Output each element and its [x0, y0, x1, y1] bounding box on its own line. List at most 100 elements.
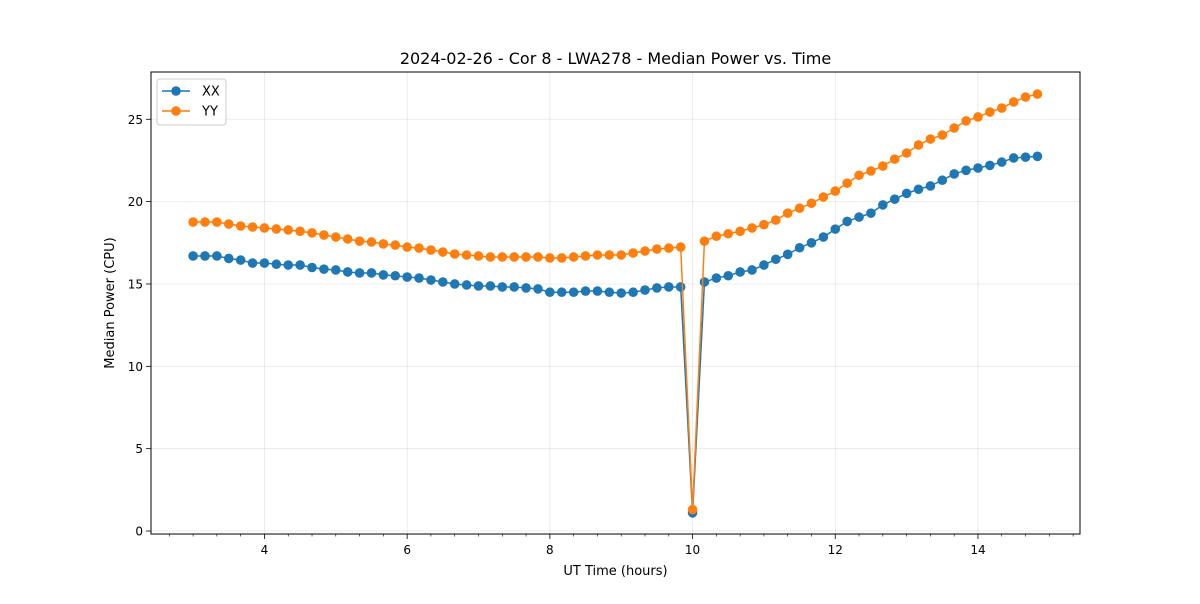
data-point-xx — [307, 262, 317, 273]
data-point-yy — [937, 130, 948, 140]
y-tick-label: 25 — [128, 113, 143, 127]
data-point-xx — [247, 258, 258, 268]
x-tick-label: 6 — [403, 543, 411, 557]
data-point-yy — [723, 228, 734, 239]
data-point-xx — [901, 188, 912, 199]
data-point-xx — [200, 251, 210, 261]
x-tick-label: 12 — [828, 543, 843, 557]
data-point-xx — [354, 268, 365, 278]
data-point-yy — [663, 243, 674, 253]
x-axis: 4 6 8 10 12 14 — [169, 534, 1074, 557]
data-point-yy — [545, 253, 555, 263]
data-point-xx — [889, 194, 900, 204]
data-point-yy — [842, 178, 852, 188]
x-tick-label: 4 — [261, 543, 269, 557]
data-point-yy — [1020, 92, 1031, 102]
data-point-xx — [426, 275, 436, 285]
data-point-xx — [390, 270, 401, 281]
data-point-yy — [913, 140, 924, 150]
data-point-yy — [580, 251, 591, 261]
data-point-xx — [402, 272, 412, 282]
data-point-xx — [449, 279, 460, 289]
data-point-xx — [331, 265, 341, 275]
data-point-yy — [366, 237, 377, 247]
data-point-xx — [212, 251, 222, 261]
data-point-yy — [687, 504, 698, 515]
x-tick-label: 14 — [970, 543, 985, 557]
y-tick-label: 0 — [135, 525, 143, 539]
data-point-yy — [806, 198, 817, 209]
data-point-yy — [556, 253, 567, 263]
data-point-xx — [556, 287, 567, 298]
y-tick-label: 10 — [128, 360, 143, 374]
data-point-yy — [675, 242, 686, 252]
data-point-xx — [771, 254, 781, 265]
data-point-xx — [973, 163, 983, 173]
data-point-xx — [628, 287, 638, 298]
data-point-xx — [866, 208, 876, 218]
data-point-xx — [675, 282, 686, 292]
axes-frame — [150, 71, 1081, 535]
data-point-yy — [223, 219, 234, 229]
data-point-yy — [699, 236, 710, 246]
data-point-xx — [485, 281, 496, 291]
data-point-yy — [1008, 97, 1019, 107]
data-point-yy — [996, 103, 1007, 113]
data-point-yy — [568, 252, 579, 262]
y-tick-label: 5 — [135, 442, 143, 456]
data-point-yy — [616, 250, 627, 260]
data-point-yy — [925, 134, 936, 144]
y-axis-label: Median Power (CPU) — [103, 237, 118, 368]
data-point-xx — [414, 273, 424, 283]
grid — [151, 72, 1080, 534]
data-point-xx — [223, 253, 234, 264]
data-point-xx — [735, 267, 745, 277]
legend-label-xx: XX — [202, 85, 220, 100]
data-point-xx — [818, 232, 829, 242]
data-point-yy — [640, 246, 650, 256]
x-axis-label: UT Time (hours) — [563, 564, 667, 579]
data-point-xx — [473, 281, 484, 291]
data-point-yy — [759, 219, 769, 230]
data-point-yy — [901, 148, 912, 158]
data-point-xx — [188, 251, 198, 261]
data-point-xx — [283, 260, 294, 270]
data-point-xx — [604, 287, 615, 298]
data-point-xx — [961, 165, 971, 176]
data-point-xx — [568, 287, 579, 298]
data-point-yy — [866, 166, 876, 176]
data-point-xx — [592, 286, 603, 296]
y-tick-label: 20 — [128, 195, 143, 209]
data-point-yy — [485, 252, 496, 262]
data-point-xx — [1020, 152, 1031, 162]
data-point-yy — [426, 245, 436, 255]
data-point-xx — [759, 260, 769, 270]
data-point-yy — [961, 116, 971, 126]
data-point-yy — [402, 242, 412, 252]
data-point-yy — [414, 243, 424, 253]
data-point-yy — [509, 252, 519, 262]
data-point-yy — [438, 247, 448, 257]
data-point-xx — [640, 285, 650, 295]
data-point-xx — [616, 288, 627, 298]
data-point-xx — [497, 282, 508, 292]
data-point-xx — [878, 200, 888, 210]
data-point-yy — [521, 252, 531, 262]
data-point-xx — [319, 264, 329, 274]
data-point-yy — [771, 215, 781, 225]
data-point-xx — [1008, 153, 1019, 163]
data-point-yy — [854, 170, 864, 181]
data-point-yy — [331, 232, 341, 242]
data-point-yy — [390, 240, 401, 250]
data-point-yy — [319, 230, 329, 240]
data-point-xx — [747, 265, 757, 275]
data-point-yy — [889, 154, 900, 164]
data-point-yy — [283, 225, 294, 235]
data-point-xx — [925, 181, 936, 191]
data-point-yy — [473, 251, 484, 261]
data-point-xx — [806, 238, 817, 248]
data-point-yy — [592, 250, 603, 260]
plot-area — [188, 89, 1043, 518]
data-point-xx — [663, 282, 674, 292]
